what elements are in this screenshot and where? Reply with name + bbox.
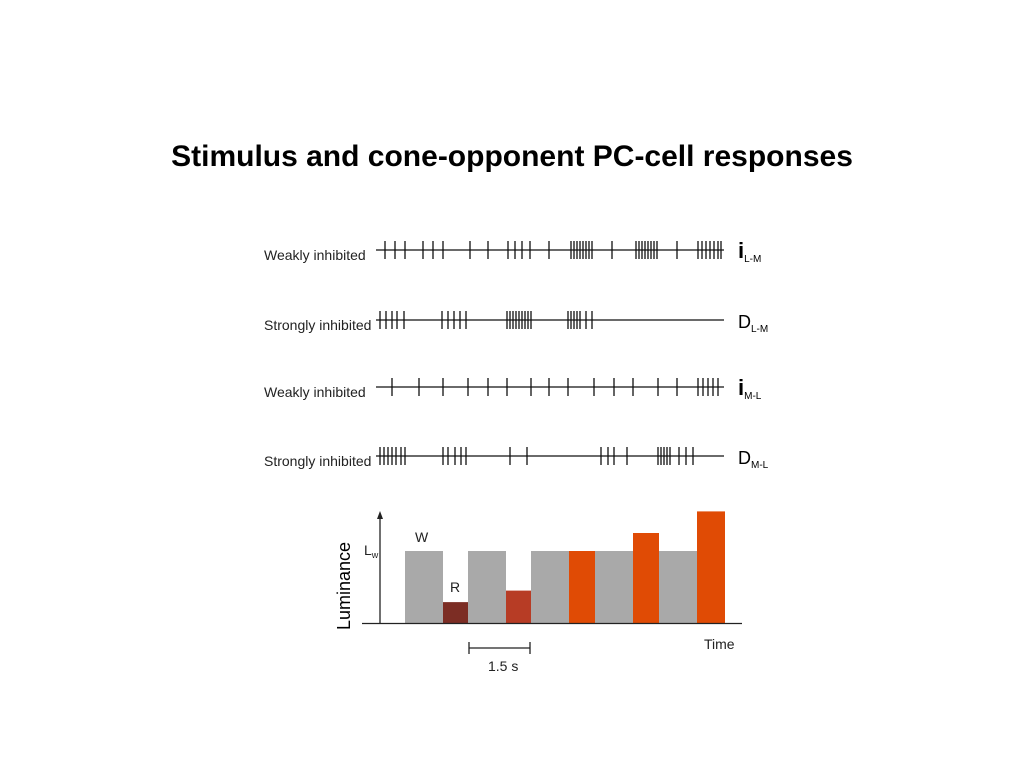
cell-type-code: DL-M bbox=[738, 312, 768, 335]
y-axis-arrow-icon bbox=[377, 511, 383, 519]
stimulus-bar bbox=[697, 511, 725, 623]
red-label: R bbox=[450, 579, 460, 595]
stimulus-bar bbox=[659, 551, 697, 623]
stimulus-bar bbox=[531, 551, 569, 623]
spike-train-label: Strongly inhibited bbox=[264, 317, 371, 333]
spike-trains-panel: Weakly inhibited iL-M Strongly inhibited DL… bbox=[264, 238, 769, 471]
cell-type-code: DM-L bbox=[738, 448, 769, 471]
stimulus-bars bbox=[405, 511, 725, 623]
stimulus-panel: Luminance Lw W R Time 1.5 s bbox=[334, 511, 742, 674]
x-axis-label: Time bbox=[704, 636, 735, 652]
slide-title: Stimulus and cone-opponent PC-cell respo… bbox=[171, 140, 853, 173]
spike-train-label: Weakly inhibited bbox=[264, 247, 366, 263]
y-axis-label: Luminance bbox=[334, 542, 354, 630]
spike-train-row: Strongly inhibited DM-L bbox=[264, 447, 769, 471]
spike-train-row: Strongly inhibited DL-M bbox=[264, 311, 768, 335]
spike-train-label: Strongly inhibited bbox=[264, 453, 371, 469]
stimulus-bar bbox=[443, 602, 468, 623]
stimulus-bar bbox=[633, 533, 659, 623]
scale-bar-label: 1.5 s bbox=[488, 658, 518, 674]
stimulus-bar bbox=[506, 590, 531, 623]
stimulus-bar bbox=[468, 551, 506, 623]
white-label: W bbox=[415, 529, 429, 545]
spike-train-row: Weakly inhibited iM-L bbox=[264, 375, 762, 402]
cell-type-code: iM-L bbox=[738, 375, 762, 402]
spike-train-row: Weakly inhibited iL-M bbox=[264, 238, 761, 265]
spike-train-label: Weakly inhibited bbox=[264, 384, 366, 400]
stimulus-bar bbox=[569, 551, 595, 623]
stimulus-bar bbox=[405, 551, 443, 623]
y-level-label: Lw bbox=[364, 542, 379, 560]
cell-type-code: iL-M bbox=[738, 238, 761, 265]
stimulus-bar bbox=[595, 551, 633, 623]
